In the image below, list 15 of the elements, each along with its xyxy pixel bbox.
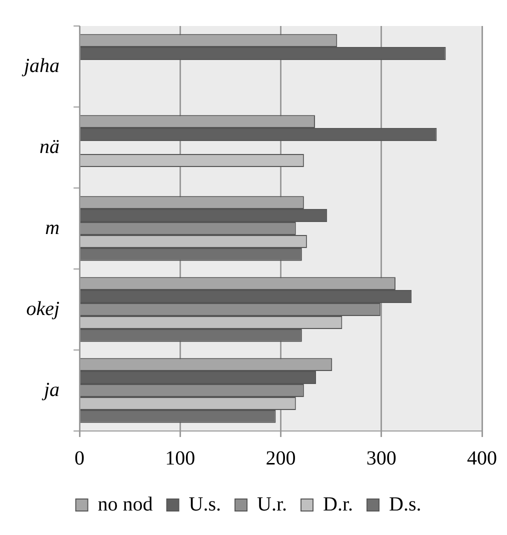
y-tick-label: okej [26,298,60,320]
x-tick-label: 300 [366,447,396,470]
y-tick-label: m [45,216,60,239]
y-tick-label: nä [40,136,60,158]
legend-label: U.r. [257,493,287,516]
legend-label: no nod [98,493,153,516]
legend-label: D.s. [389,493,422,516]
x-tick-label: 400 [467,447,497,470]
x-tick-label: 0 [74,447,85,470]
legend-label: U.s. [188,493,222,516]
legend-label: D.r. [323,493,353,516]
x-tick-label: 200 [266,447,296,470]
y-tick-label: jaha [20,54,60,77]
x-tick-label: 100 [165,447,196,470]
y-tick-label: ja [40,378,60,401]
